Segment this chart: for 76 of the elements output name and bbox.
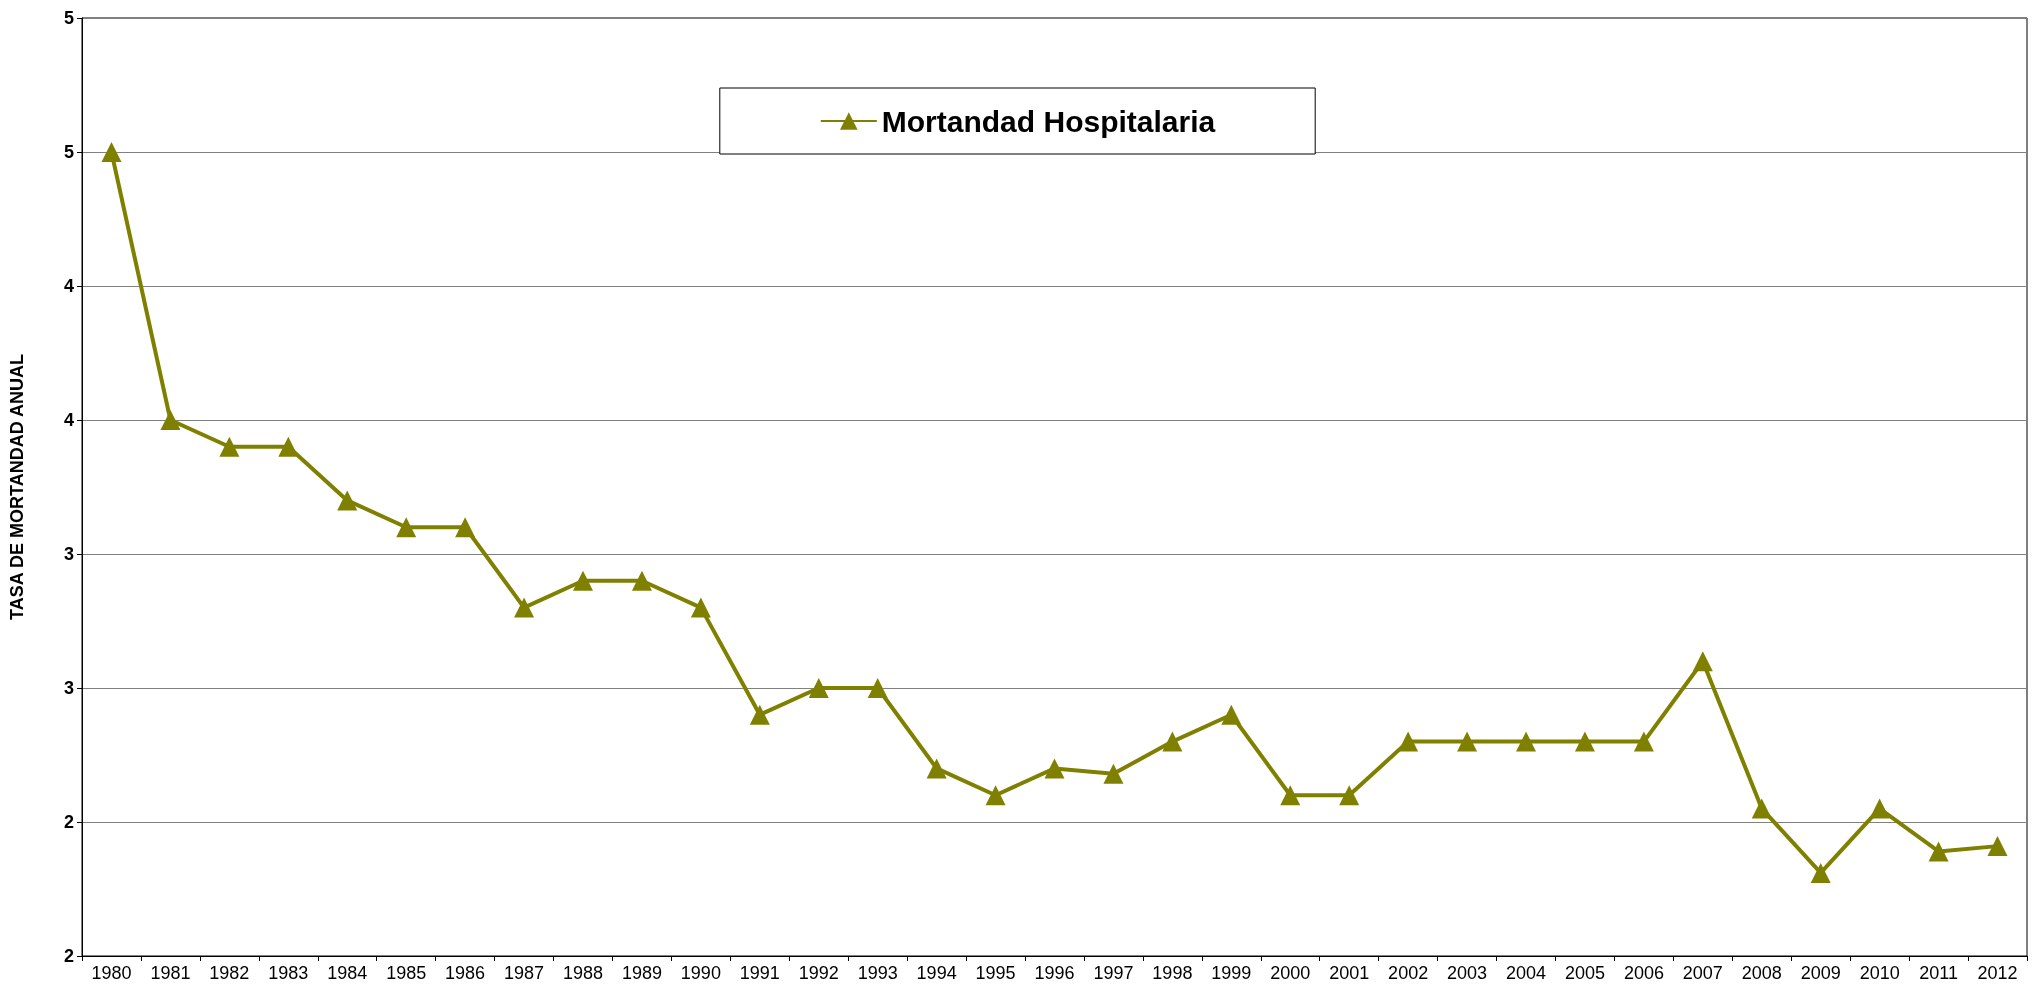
x-tick-label: 2001 (1329, 963, 1370, 983)
point (572, 570, 593, 591)
point (1633, 731, 1654, 752)
x-tick-label: 2007 (1682, 963, 1723, 983)
point (1928, 841, 1949, 862)
x-tick-label: 1997 (1093, 963, 1134, 983)
x-tick-label: 1994 (916, 963, 957, 983)
point (631, 570, 652, 591)
point (396, 517, 417, 538)
x-tick-label: 1980 (91, 963, 132, 983)
x-tick-label: 1981 (150, 963, 191, 983)
x-tick-label: 2012 (1977, 963, 2018, 983)
x-tick-label: 1985 (386, 963, 427, 983)
x-tick-label: 2011 (1919, 963, 1958, 983)
x-tick-label: 1996 (1034, 963, 1075, 983)
point (1044, 758, 1065, 779)
y-axis-title: TASA DE MORTANDAD ANUAL (7, 354, 27, 620)
point (278, 436, 299, 457)
point (1398, 731, 1419, 752)
y-tick-label: 3 (63, 678, 74, 698)
x-tick-label: 1982 (209, 963, 250, 983)
x-tick-label: 1988 (562, 963, 604, 983)
point (1516, 731, 1537, 752)
point (867, 678, 888, 698)
point (1162, 731, 1183, 752)
point (1457, 731, 1478, 752)
x-tick-label: 1998 (1152, 963, 1193, 983)
point (1221, 704, 1242, 725)
y-tick-label: 5 (63, 142, 74, 162)
y-tick-label: 2 (63, 812, 74, 832)
x-tick-label: 2000 (1270, 963, 1311, 983)
point (690, 597, 711, 618)
x-tick-label: 2002 (1388, 963, 1429, 983)
y-tick-label: 4 (63, 276, 74, 296)
point (1103, 763, 1124, 784)
x-tick-label: 2008 (1741, 963, 1782, 983)
point (1280, 785, 1301, 806)
point (926, 758, 947, 779)
x-tick-label: 1991 (739, 963, 780, 983)
y-tick-label: 2 (63, 946, 74, 966)
x-tick-label: 1987 (504, 963, 545, 983)
x-tick-label: 1990 (680, 963, 721, 983)
point (1339, 785, 1360, 806)
x-tick-label: 1993 (857, 963, 898, 983)
point (749, 704, 770, 725)
legend-label: Mortandad Hospitalaria (881, 104, 1216, 138)
x-tick-label: 1984 (327, 963, 368, 983)
x-tick-label: 1992 (798, 963, 839, 983)
x-tick-label: 2006 (1623, 963, 1664, 983)
x-tick-label: 2004 (1505, 963, 1547, 983)
x-tick-label: 1989 (621, 963, 662, 983)
point (1751, 798, 1772, 819)
point (808, 678, 829, 698)
point (1810, 862, 1831, 883)
x-tick-label: 2010 (1859, 963, 1900, 983)
point (1869, 798, 1890, 819)
point (1574, 731, 1595, 752)
x-tick-label: 2009 (1800, 963, 1841, 983)
point (1692, 651, 1713, 672)
point (219, 436, 240, 457)
x-tick-label: 1999 (1211, 963, 1252, 983)
point (985, 785, 1006, 806)
point (514, 597, 535, 618)
point (1987, 836, 2008, 857)
x-tick-label: 1995 (975, 963, 1016, 983)
point (337, 490, 358, 511)
x-tick-label: 2005 (1564, 963, 1605, 983)
y-tick-label: 3 (63, 544, 74, 564)
x-tick-label: 2003 (1447, 963, 1488, 983)
y-tick-label: 4 (63, 410, 74, 430)
x-tick-label: 1983 (268, 963, 309, 983)
point (160, 410, 181, 430)
y-tick-label: 5 (63, 8, 74, 28)
point (455, 517, 476, 538)
point (101, 142, 122, 162)
x-tick-label: 1986 (445, 963, 486, 983)
